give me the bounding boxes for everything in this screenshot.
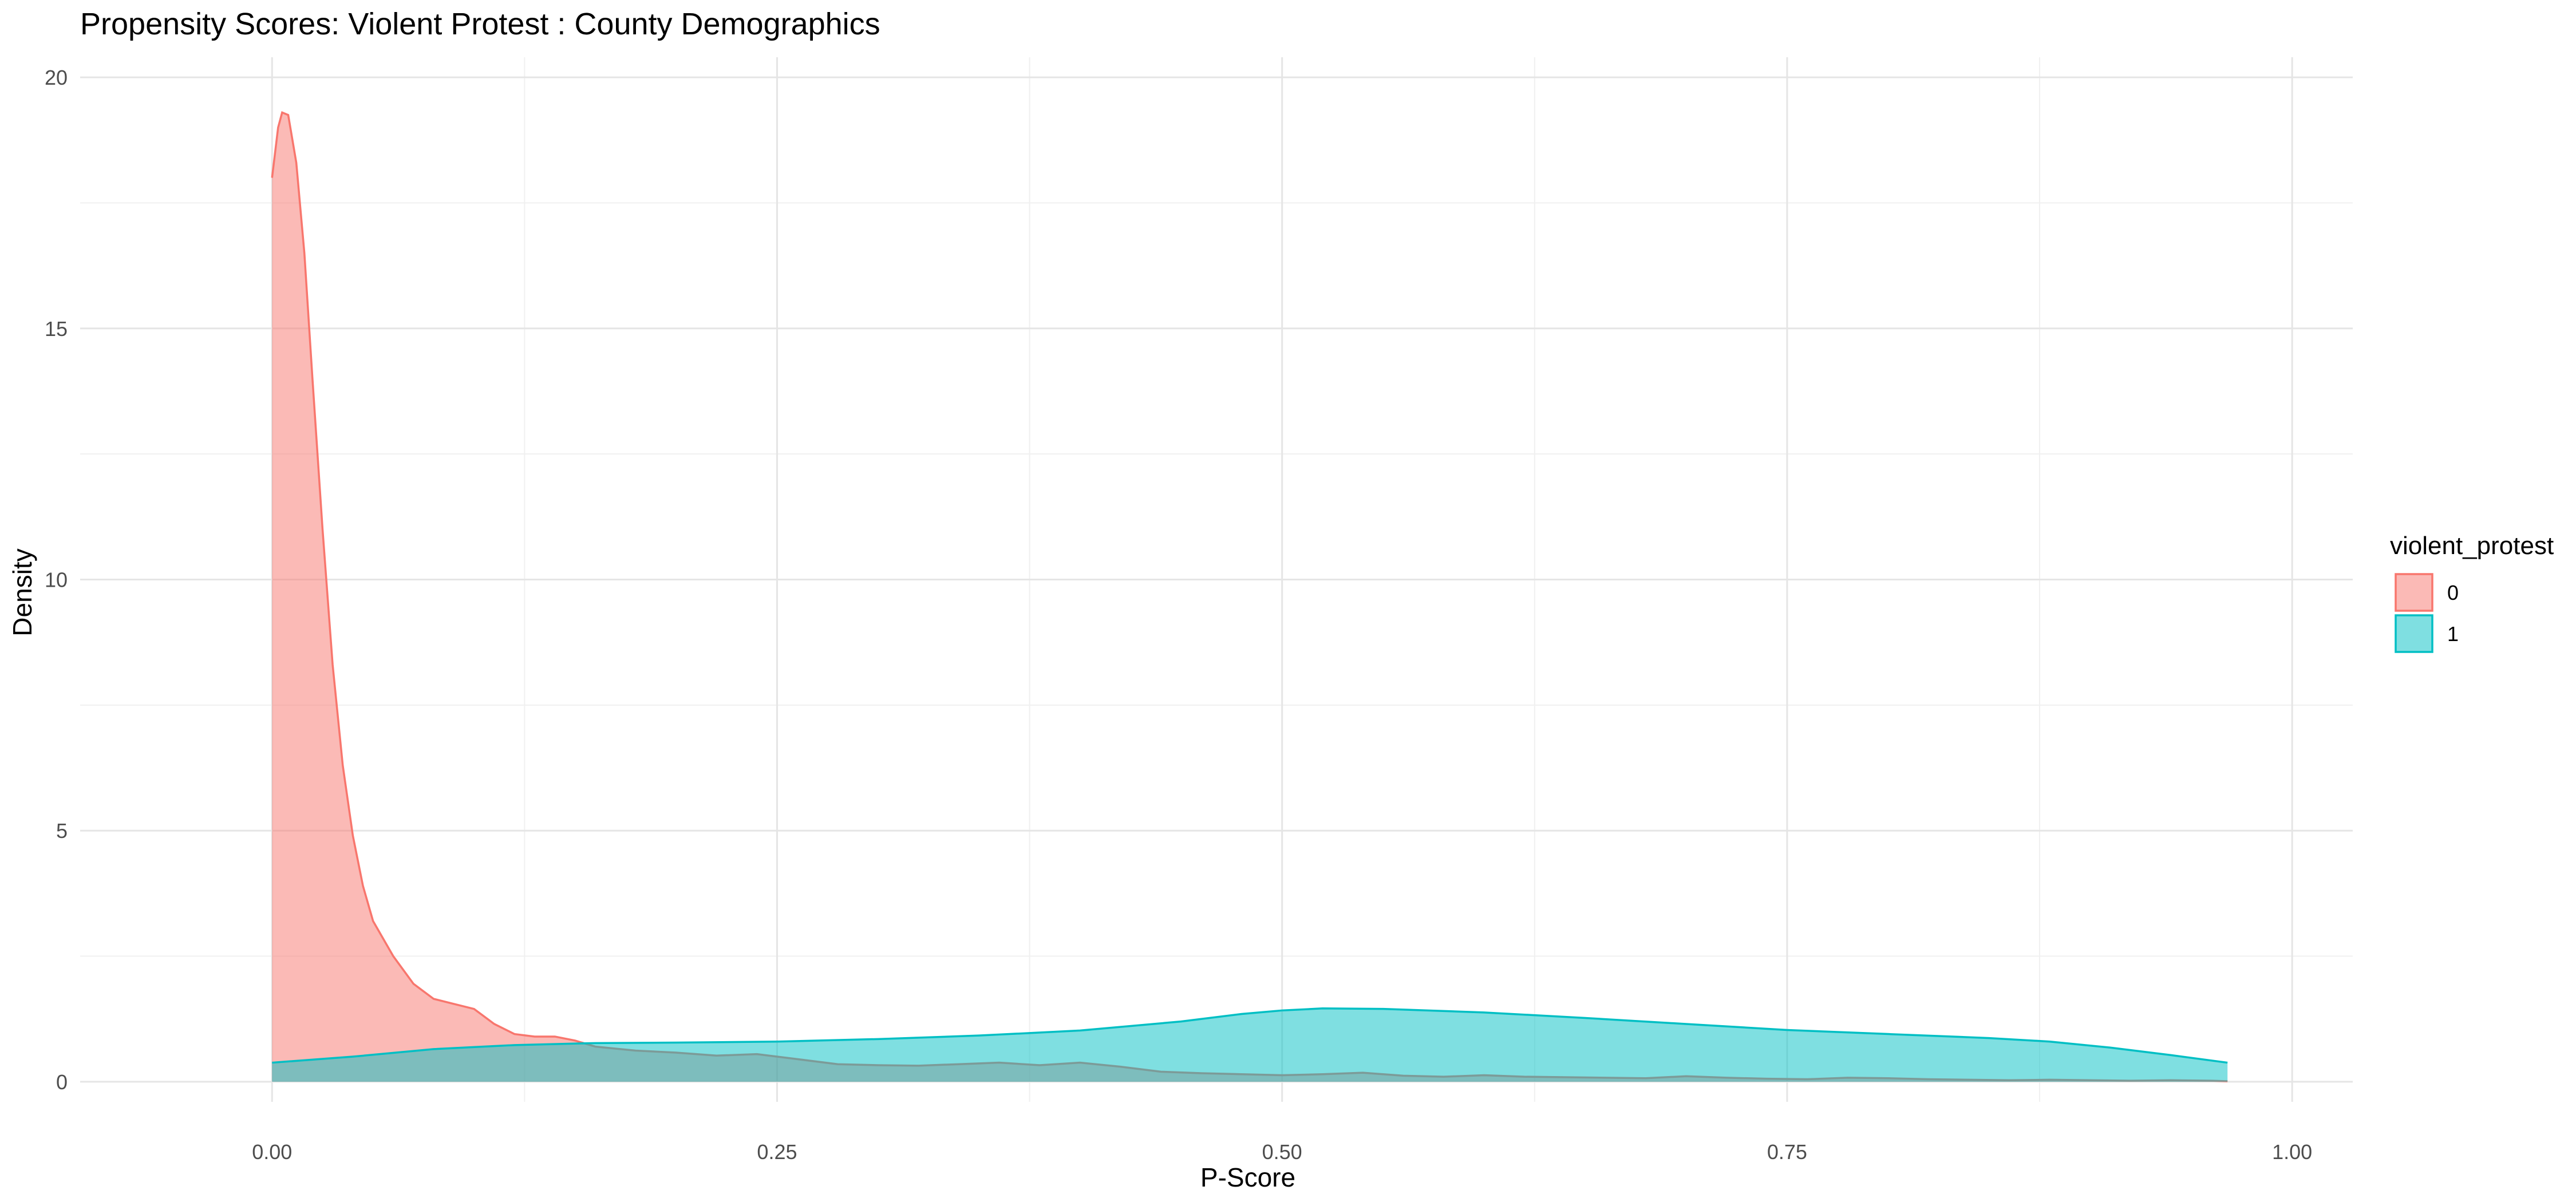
x-axis-ticks: 0.00 0.25 0.50 0.75 1.00	[252, 1140, 2312, 1164]
density-area-1	[272, 1008, 2228, 1082]
legend-key-0	[2395, 573, 2433, 612]
x-tick-label: 0.00	[252, 1140, 292, 1164]
legend: violent_protest 0 1	[2390, 532, 2554, 653]
x-tick-label: 1.00	[2272, 1140, 2312, 1164]
y-tick-label: 15	[45, 317, 68, 341]
y-tick-label: 5	[56, 819, 68, 843]
x-axis-title: P-Score	[1200, 1163, 1295, 1192]
chart-title: Propensity Scores: Violent Protest : Cou…	[80, 7, 880, 41]
density-areas	[271, 111, 2228, 1082]
y-tick-label: 0	[56, 1070, 68, 1094]
legend-title: violent_protest	[2390, 532, 2554, 560]
legend-label-1: 1	[2447, 622, 2459, 646]
x-tick-label: 0.75	[1767, 1140, 1807, 1164]
x-tick-label: 0.25	[757, 1140, 797, 1164]
y-tick-label: 10	[45, 568, 68, 592]
density-line-1	[272, 1007, 2228, 1064]
legend-label-0: 0	[2447, 581, 2459, 604]
legend-key-1	[2395, 614, 2433, 653]
y-axis-title: Density	[7, 548, 37, 636]
y-tick-label: 20	[45, 66, 68, 89]
x-tick-label: 0.50	[1262, 1140, 1302, 1164]
y-axis-ticks: 0 5 10 15 20	[45, 66, 68, 1094]
